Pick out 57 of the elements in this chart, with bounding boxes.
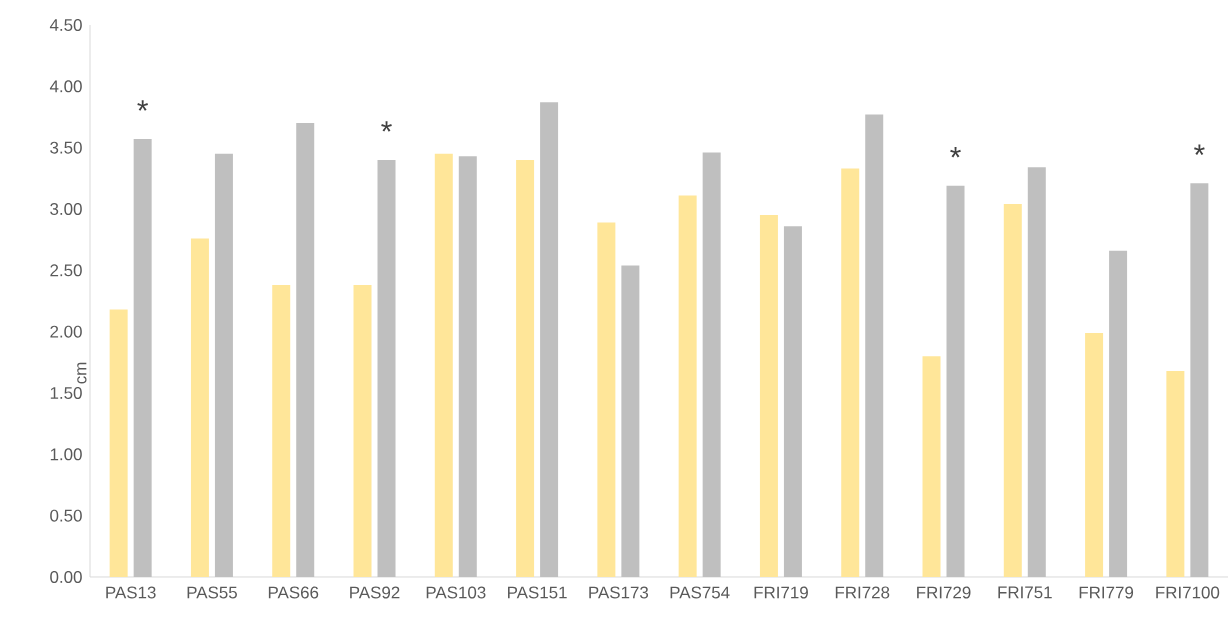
bar	[516, 159, 535, 577]
bar	[214, 153, 233, 577]
bar	[1027, 167, 1046, 577]
bar	[133, 139, 152, 577]
x-tick-label: FRI751	[998, 586, 1052, 599]
bar	[540, 102, 559, 577]
bar	[109, 309, 128, 577]
y-tick-label: 1.50	[50, 386, 82, 399]
bar	[1003, 204, 1022, 577]
x-tick-label: PAS151	[508, 586, 567, 599]
bar	[190, 238, 209, 577]
x-tick-label: FRI719	[754, 586, 808, 599]
bar	[458, 156, 477, 577]
y-tick-label: 2.00	[50, 325, 82, 338]
bar	[865, 114, 884, 577]
annotation: *	[1194, 144, 1205, 155]
bar	[272, 285, 291, 577]
x-tick-label: FRI728	[835, 586, 890, 599]
bar	[702, 152, 721, 577]
bar	[678, 195, 697, 577]
bar	[353, 285, 372, 577]
annotation: *	[137, 100, 149, 111]
bar	[377, 159, 396, 577]
x-tick-label: PAS103	[426, 586, 486, 599]
bar	[1166, 370, 1185, 577]
y-axis-title: cm	[77, 362, 87, 384]
x-tick-label: PAS55	[187, 586, 237, 599]
bar	[841, 168, 860, 577]
bar	[1109, 250, 1128, 577]
annotation: *	[950, 146, 961, 158]
bar	[1085, 332, 1104, 577]
x-tick-label: PAS92	[350, 586, 400, 599]
bar	[1190, 183, 1209, 577]
bar	[597, 222, 616, 577]
x-tick-label: PAS754	[670, 586, 730, 599]
x-tick-label: FRI729	[917, 586, 971, 599]
y-tick-label: 1.00	[50, 448, 82, 461]
x-tick-label: PAS13	[106, 586, 156, 599]
bar	[946, 185, 965, 577]
y-tick-label: 3.00	[50, 202, 82, 215]
x-tick-label: PAS66	[268, 586, 319, 599]
y-tick-label: 0.00	[50, 570, 82, 583]
y-tick-label: 2.50	[50, 264, 82, 277]
y-tick-label: 0.50	[50, 509, 82, 522]
x-tick-label: PAS173	[589, 586, 649, 599]
bar	[621, 265, 640, 577]
annotation: *	[381, 121, 392, 132]
y-tick-label: 4.00	[49, 80, 82, 93]
x-tick-label: FRI779	[1079, 586, 1134, 599]
bar	[434, 153, 453, 577]
bar	[922, 356, 941, 577]
bar	[759, 215, 778, 577]
bar	[296, 123, 315, 577]
x-tick-label: FRI7100	[1156, 586, 1220, 599]
y-tick-label: 4.50	[49, 18, 82, 31]
bar	[783, 226, 802, 577]
y-tick-label: 3.50	[50, 141, 82, 154]
